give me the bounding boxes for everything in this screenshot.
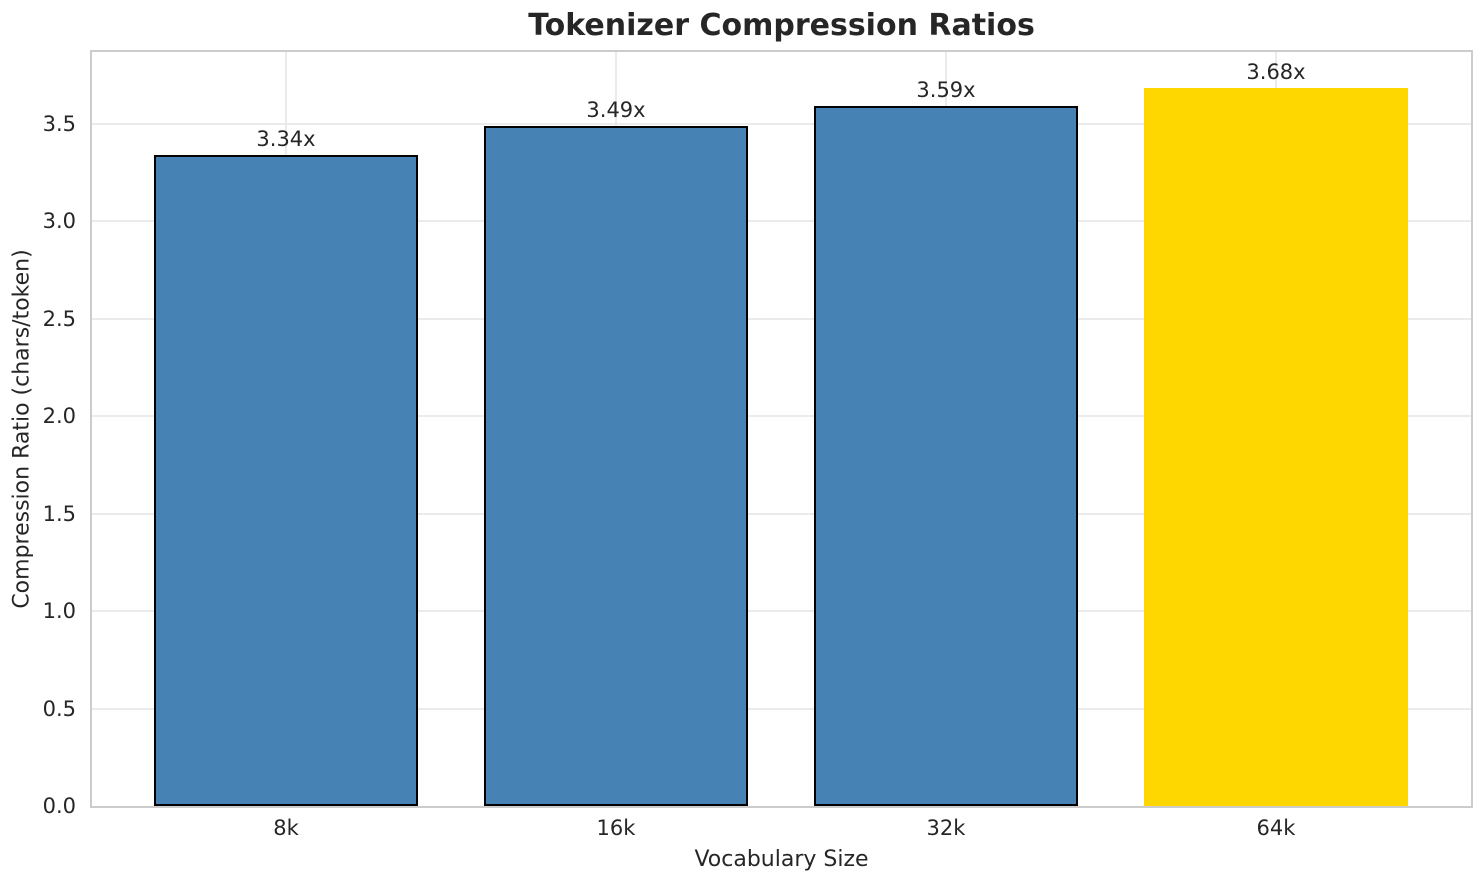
x-tick-labels: 8k 16k 32k 64k [92,816,1471,844]
h-gridline-1.5 [92,512,1471,515]
bar-value-label-64k: 3.68x [1246,60,1306,85]
x-axis-label: Vocabulary Size [694,847,869,872]
h-gridline-3.5 [92,122,1471,125]
bar-64k [1144,88,1408,806]
x-tick-label-16k: 16k [596,816,636,840]
bar-32k [814,106,1078,806]
plot-area: 3.34x 3.49x 3.59x 3.68x [90,50,1473,808]
h-gridline-1.0 [92,610,1471,613]
bar-value-label-32k: 3.59x [916,78,976,103]
x-tick-label-32k: 32k [926,816,966,840]
y-tick-label-0.5: 0.5 [42,696,76,721]
y-tick-label-1.0: 1.0 [42,599,76,624]
chart-title: Tokenizer Compression Ratios [528,8,1035,43]
y-tick-label-0.0: 0.0 [42,794,76,818]
x-tick-label-64k: 64k [1256,816,1296,840]
bar-8k [154,154,418,806]
bar-value-label-8k: 3.34x [256,126,316,151]
y-tick-label-3.0: 3.0 [42,209,76,234]
y-tick-label-2.5: 2.5 [42,306,76,331]
y-tick-label-1.5: 1.5 [42,501,76,526]
bar-16k [484,125,748,806]
h-gridline-0.5 [92,707,1471,710]
x-tick-label-8k: 8k [273,816,299,840]
y-tick-labels: 0.0 0.5 1.0 1.5 2.0 2.5 3.0 3.5 [0,52,76,818]
h-gridline-3.0 [92,220,1471,223]
y-tick-label-3.5: 3.5 [42,111,76,136]
h-gridline-2.5 [92,317,1471,320]
bar-value-label-16k: 3.49x [586,97,646,122]
y-tick-label-2.0: 2.0 [42,404,76,429]
h-gridline-2.0 [92,415,1471,418]
